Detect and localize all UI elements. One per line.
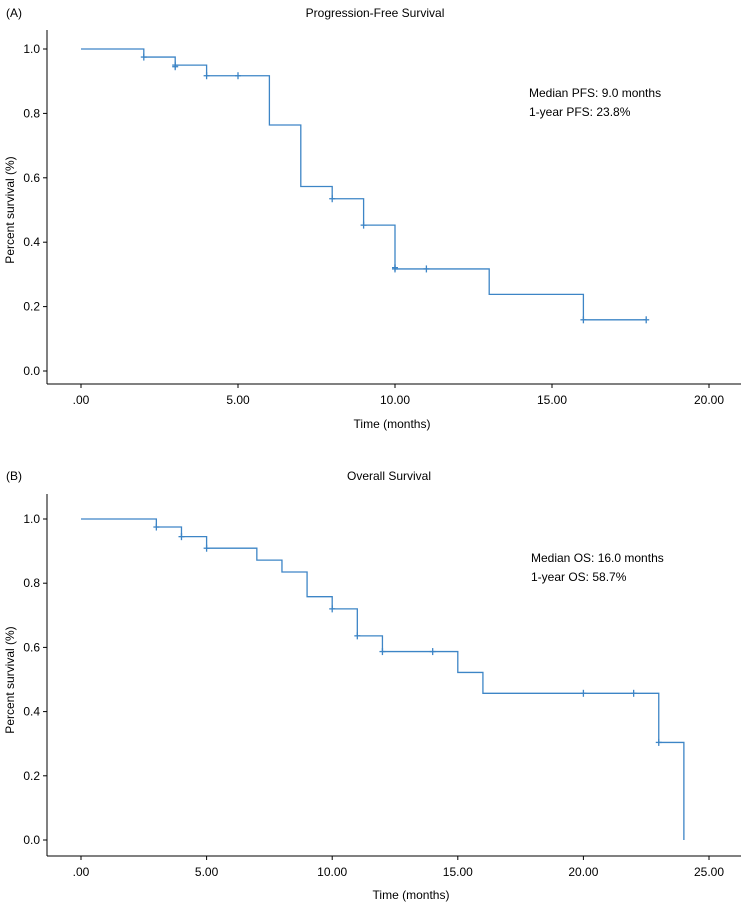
panel-a-censor-mark	[643, 316, 650, 324]
panel-b-y-tick-label: 0.0	[23, 833, 40, 847]
panel-a-censor-mark	[423, 265, 430, 273]
panel-a-censor-mark	[140, 53, 147, 61]
panel-a-x-tick-label: 10.00	[380, 393, 410, 407]
panel-a-y-tick-label: 0.2	[23, 300, 40, 314]
panel-b-x-tick-label: .00	[73, 865, 90, 879]
panel-a-y-tick-label: 0.8	[23, 106, 40, 120]
panel-a-x-tick-label: .00	[73, 393, 90, 407]
panel-b-annotations: Median OS: 16.0 months 1-year OS: 58.7%	[531, 551, 664, 584]
panel-a-y-tick-label: 0.4	[23, 235, 40, 249]
panel-b-label: (B)	[6, 469, 22, 483]
panel-b-y-tick-label: 0.2	[23, 769, 40, 783]
panel-b-y-tick-label: 0.4	[23, 705, 40, 719]
panel-a-censor-mark	[580, 316, 587, 324]
panel-a-y-tick-label: 0.6	[23, 171, 40, 185]
panel-b-censor-mark	[178, 533, 185, 541]
panel-a-y-axis-label: Percent survival (%)	[3, 156, 17, 263]
panel-a-censor-mark	[203, 72, 210, 80]
panel-b-y-tick-label: 0.6	[23, 640, 40, 654]
panel-a: (A) Progression-Free Survival Percent su…	[3, 6, 741, 431]
panel-a-plot-area: 0.0 0.2 0.4 0.6 0.8 1.0 .00 5.00 10.00 15.00 20.00	[23, 30, 741, 407]
panel-a-title: Progression-Free Survival	[306, 6, 445, 20]
panel-b-y-axis-label: Percent survival (%)	[3, 626, 17, 733]
panel-b-one-year-annotation: 1-year OS: 58.7%	[531, 570, 627, 584]
panel-a-y-tick-label: 0.0	[23, 364, 40, 378]
panel-a-censor-mark	[235, 72, 241, 80]
panel-a-x-tick-label: 15.00	[537, 393, 567, 407]
panel-b-title: Overall Survival	[347, 469, 431, 483]
panel-a-x-axis-label: Time (months)	[354, 417, 431, 431]
panel-b-median-annotation: Median OS: 16.0 months	[531, 551, 664, 565]
panel-b-censor-mark	[153, 523, 160, 531]
panel-b-censor-mark	[379, 648, 386, 656]
panel-b-y-tick-label: 0.8	[23, 576, 40, 590]
panel-b-censor-mark	[429, 648, 436, 656]
panel-b-survival-step-line	[81, 518, 685, 840]
panel-a-x-tick-label: 5.00	[226, 393, 250, 407]
panel-b: (B) Overall Survival Percent survival (%…	[3, 469, 741, 902]
panel-b-x-tick-label: 5.00	[195, 865, 219, 879]
panel-b-x-tick-label: 15.00	[443, 865, 473, 879]
panel-a-censor-mark	[329, 195, 336, 203]
panel-b-censor-mark	[630, 689, 637, 697]
panel-b-x-tick-label: 25.00	[694, 865, 724, 879]
panel-b-x-tick-label: 20.00	[568, 865, 598, 879]
panel-b-censor-mark	[580, 689, 587, 697]
panel-b-y-tick-label: 1.0	[23, 512, 40, 526]
panel-a-one-year-annotation: 1-year PFS: 23.8%	[529, 105, 631, 119]
panel-b-plot-area: 0.0 0.2 0.4 0.6 0.8 1.0 .00 5.00 10.00 15.00 20.00…	[23, 494, 741, 879]
panel-a-median-annotation: Median PFS: 9.0 months	[529, 86, 661, 100]
panel-a-censor-mark	[392, 264, 398, 272]
panel-a-x-tick-label: 20.00	[694, 393, 724, 407]
panel-b-x-axis-label: Time (months)	[373, 888, 450, 902]
panel-b-censor-mark	[354, 632, 361, 640]
panel-a-censor-mark	[172, 63, 179, 71]
panel-a-annotations: Median PFS: 9.0 months 1-year PFS: 23.8%	[529, 86, 661, 119]
panel-b-x-tick-label: 10.00	[317, 865, 347, 879]
panel-b-censor-mark	[203, 544, 210, 552]
panel-b-censor-mark	[329, 605, 336, 613]
panel-a-censor-mark	[360, 221, 367, 229]
panel-a-label: (A)	[6, 6, 22, 20]
panel-a-y-tick-label: 1.0	[23, 42, 40, 56]
panel-a-survival-step-line	[81, 48, 647, 321]
panel-b-censor-mark	[655, 738, 662, 746]
